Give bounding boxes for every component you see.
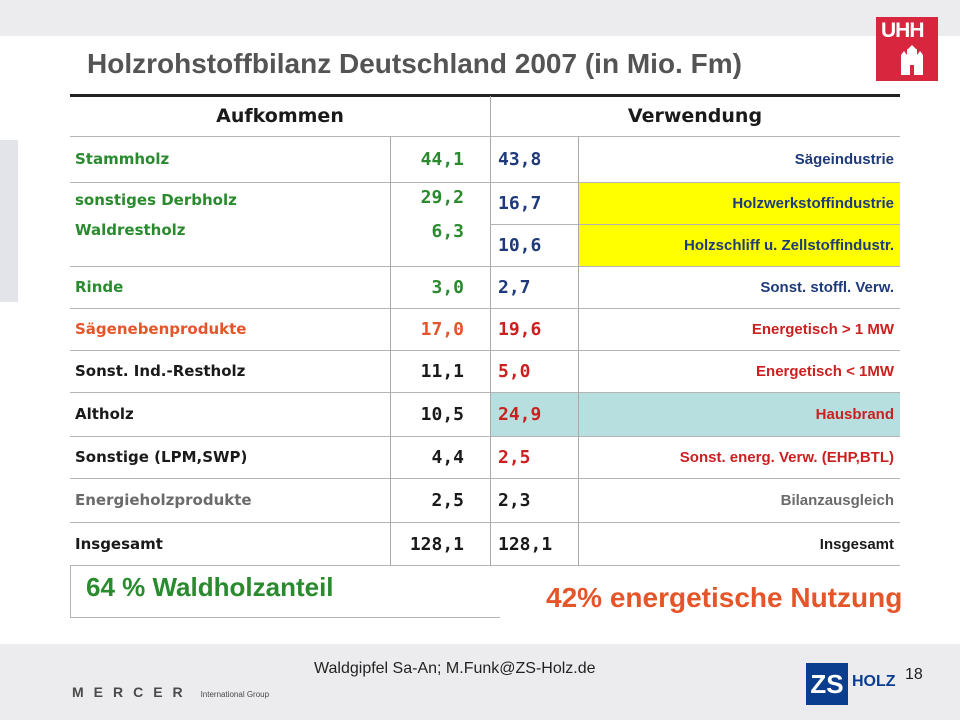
row-label: Stammholz (75, 150, 170, 168)
page-title: Holzrohstoffbilanz Deutschland 2007 (in … (87, 48, 742, 79)
supply-value: 6,3 (431, 220, 464, 242)
uhh-logo-text: UHH (881, 19, 924, 42)
table-rule (70, 522, 900, 523)
use-label: Sägeindustrie (794, 150, 894, 168)
zs-logo-letters: ZS (806, 663, 848, 705)
table-rule (490, 224, 900, 225)
use-label: Energetisch > 1 MW (751, 320, 894, 338)
row-label: Energieholzprodukte (75, 491, 252, 509)
summary-box-left-border (70, 566, 71, 618)
use-label: Sonst. stoffl. Verw. (760, 278, 894, 296)
highlight-holzschliff (578, 224, 900, 266)
use-label: Insgesamt (819, 535, 894, 553)
table-rule (70, 94, 900, 97)
supply-value: 4,4 (431, 446, 464, 468)
supply-value: 3,0 (431, 276, 464, 298)
use-label: Holzwerkstoffindustrie (732, 194, 894, 212)
top-band (0, 0, 960, 36)
row-label: Insgesamt (75, 535, 163, 553)
header-supply: Aufkommen (216, 105, 344, 127)
row-label: Sonst. Ind.-Restholz (75, 362, 246, 380)
use-value: 2,7 (498, 276, 531, 298)
forest-wood-share: 64 % Waldholzanteil (86, 572, 334, 602)
use-value: 19,6 (498, 318, 542, 340)
supply-value: 2,5 (431, 489, 464, 511)
supply-value: 44,1 (420, 148, 464, 170)
table-rule (70, 436, 900, 437)
use-label: Holzschliff u. Zellstoffindustr. (684, 236, 894, 254)
table-column-rule (578, 136, 579, 566)
mercer-logo-text: MERCER (72, 684, 193, 700)
supply-value: 10,5 (420, 403, 464, 425)
use-label: Hausbrand (815, 405, 894, 423)
footer-text: Waldgipfel Sa-An; M.Funk@ZS-Holz.de (314, 660, 596, 677)
supply-value: 128,1 (409, 533, 464, 555)
table-rule (70, 266, 900, 267)
table-rule (70, 182, 900, 183)
table-column-rule (390, 136, 391, 566)
use-value: 10,6 (498, 234, 542, 256)
hamburg-castle-icon (901, 45, 923, 75)
row-label: Waldrestholz (75, 221, 186, 239)
zs-holz-logo: ZS HOLZ (806, 663, 896, 705)
summary-box-bottom-border (70, 617, 500, 618)
mercer-logo: MERCER International Group (72, 684, 269, 700)
use-value: 24,9 (498, 403, 542, 425)
row-label: Sägenebenprodukte (75, 320, 247, 338)
balance-table: Aufkommen Verwendung Stammholz 44,1 43,8 Sä… (70, 94, 900, 566)
highlight-holzwerkstoff (578, 182, 900, 224)
page-number: 18 (905, 666, 923, 683)
uhh-logo: UHH (876, 17, 938, 81)
use-value: 128,1 (498, 533, 553, 555)
use-label: Bilanzausgleich (780, 491, 894, 509)
highlight-hausbrand (490, 392, 900, 436)
use-value: 43,8 (498, 148, 542, 170)
supply-value: 11,1 (420, 360, 464, 382)
use-value: 16,7 (498, 192, 542, 214)
row-label: Sonstige (LPM,SWP) (75, 448, 248, 466)
table-rule (70, 392, 900, 393)
supply-value: 29,2 (420, 186, 464, 208)
mercer-logo-subtitle: International Group (200, 690, 270, 699)
side-accent-bar (0, 140, 18, 302)
header-use: Verwendung (627, 105, 763, 127)
supply-value: 17,0 (420, 318, 464, 340)
row-label: Altholz (75, 405, 134, 423)
use-label: Energetisch < 1MW (756, 362, 894, 380)
use-value: 2,3 (498, 489, 531, 511)
footer-band (0, 644, 960, 720)
use-label: Sonst. energ. Verw. (EHP,BTL) (679, 448, 894, 466)
zs-logo-word: HOLZ (852, 673, 896, 690)
table-rule (70, 308, 900, 309)
row-label: sonstiges Derbholz (75, 191, 237, 209)
table-rule (70, 350, 900, 351)
use-value: 5,0 (498, 360, 531, 382)
table-rule (70, 136, 900, 137)
table-column-rule (490, 96, 491, 566)
energetic-use-share: 42% energetische Nutzung (546, 582, 903, 613)
use-value: 2,5 (498, 446, 531, 468)
table-rule (70, 565, 900, 566)
table-rule (70, 478, 900, 479)
row-label: Rinde (75, 278, 124, 296)
